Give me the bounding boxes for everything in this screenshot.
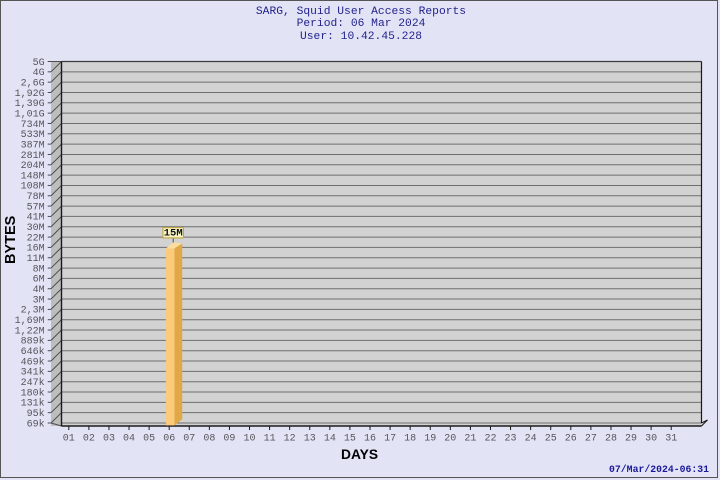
svg-text:04: 04 bbox=[123, 434, 135, 445]
svg-text:12: 12 bbox=[284, 434, 296, 445]
svg-text:29: 29 bbox=[625, 434, 637, 445]
svg-text:19: 19 bbox=[424, 434, 436, 445]
svg-text:13: 13 bbox=[304, 434, 316, 445]
svg-text:30: 30 bbox=[645, 434, 657, 445]
svg-text:23: 23 bbox=[505, 434, 517, 445]
svg-text:341k: 341k bbox=[21, 367, 45, 379]
svg-text:08: 08 bbox=[203, 434, 215, 445]
svg-text:03: 03 bbox=[103, 434, 115, 445]
svg-text:05: 05 bbox=[143, 434, 155, 445]
svg-text:02: 02 bbox=[83, 434, 95, 445]
svg-text:469k: 469k bbox=[21, 356, 45, 368]
svg-text:11: 11 bbox=[264, 434, 276, 445]
svg-text:180k: 180k bbox=[21, 387, 45, 399]
svg-text:26: 26 bbox=[565, 434, 577, 445]
svg-text:646k: 646k bbox=[21, 346, 45, 358]
svg-text:31: 31 bbox=[665, 434, 677, 445]
svg-text:07: 07 bbox=[183, 434, 195, 445]
svg-text:247k: 247k bbox=[21, 377, 45, 389]
svg-text:15M: 15M bbox=[164, 228, 183, 240]
svg-text:25: 25 bbox=[545, 434, 557, 445]
svg-text:18: 18 bbox=[404, 434, 416, 445]
svg-text:17: 17 bbox=[384, 434, 396, 445]
svg-text:06: 06 bbox=[163, 434, 175, 445]
svg-text:14: 14 bbox=[324, 434, 336, 445]
svg-text:28: 28 bbox=[605, 434, 617, 445]
svg-text:22: 22 bbox=[484, 434, 496, 445]
svg-text:15: 15 bbox=[344, 434, 356, 445]
svg-text:27: 27 bbox=[585, 434, 597, 445]
svg-text:09: 09 bbox=[223, 434, 235, 445]
svg-text:69k: 69k bbox=[27, 418, 45, 430]
svg-text:24: 24 bbox=[525, 434, 537, 445]
svg-text:10: 10 bbox=[244, 434, 256, 445]
svg-text:889k: 889k bbox=[21, 336, 45, 348]
svg-text:01: 01 bbox=[63, 434, 75, 445]
svg-text:16: 16 bbox=[364, 434, 376, 445]
svg-text:21: 21 bbox=[464, 434, 476, 445]
svg-text:20: 20 bbox=[444, 434, 456, 445]
svg-text:95k: 95k bbox=[27, 408, 45, 420]
svg-text:131k: 131k bbox=[21, 398, 45, 410]
